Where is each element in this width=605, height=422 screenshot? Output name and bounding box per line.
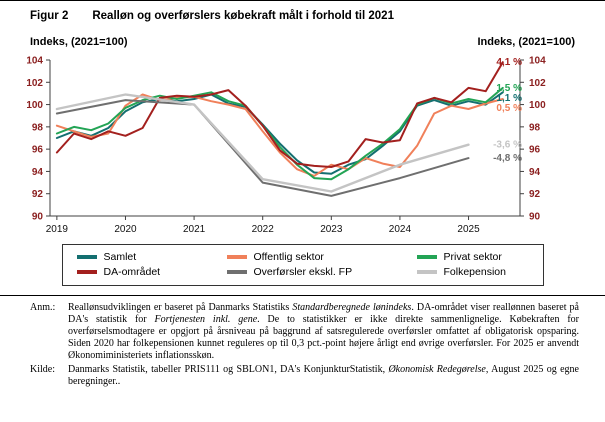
y-tick-label-left: 90 — [32, 212, 44, 223]
y-tick-label-right: 104 — [529, 56, 546, 67]
legend-label: Folkepension — [443, 266, 506, 278]
y-tick-label-left: 96 — [32, 145, 44, 156]
right-axis-title: Indeks, (2021=100) — [477, 36, 575, 48]
legend-label: DA-området — [103, 266, 161, 278]
y-tick-label-left: 94 — [32, 167, 44, 178]
legend-item-da-omr-det: DA-området — [76, 266, 227, 278]
note-kilde: Kilde: Danmarks Statistik, tabeller PRIS… — [30, 364, 579, 388]
anm-label: Anm.: — [30, 302, 56, 313]
figure-title: Figur 2 Realløn og overførslers købekraft… — [0, 1, 605, 22]
y-tick-label-right: 96 — [529, 145, 541, 156]
x-tick-label: 2024 — [389, 224, 412, 235]
x-tick-label: 2019 — [46, 224, 69, 235]
note-italic-segment: Standardberegnede lønindeks — [292, 302, 412, 313]
y-tick-label-left: 104 — [26, 56, 43, 67]
divider-line — [0, 295, 605, 296]
legend-item-overf-rsler-ekskl-fp: Overførsler ekskl. FP — [226, 266, 417, 278]
x-tick-label: 2023 — [320, 224, 343, 235]
legend-item-offentlig-sektor: Offentlig sektor — [226, 251, 417, 263]
legend-marker — [416, 270, 437, 274]
legend-marker — [226, 255, 247, 259]
notes-section: Anm.: Reallønsudviklingen er baseret på … — [0, 302, 605, 388]
legend-label: Offentlig sektor — [253, 251, 324, 263]
y-tick-label-right: 92 — [529, 189, 541, 200]
legend-label: Overførsler ekskl. FP — [253, 266, 353, 278]
legend-label: Privat sektor — [443, 251, 502, 263]
legend-label: Samlet — [103, 251, 137, 263]
y-tick-label-left: 102 — [26, 78, 43, 89]
series-line-offentlig-sektor — [55, 93, 504, 177]
note-segment: . DA-området viser reallønnen baseret på… — [68, 302, 579, 325]
y-tick-label-right: 100 — [529, 100, 546, 111]
y-tick-label-right: 94 — [529, 167, 541, 178]
anm-text: Reallønsudviklingen er baseret på Danmar… — [68, 302, 579, 362]
legend-item-samlet: Samlet — [76, 251, 227, 263]
y-tick-label-left: 92 — [32, 189, 44, 200]
note-anm: Anm.: Reallønsudviklingen er baseret på … — [30, 302, 579, 362]
legend-marker — [226, 270, 247, 274]
end-label-da-omr-det: 4,1 % — [496, 57, 522, 68]
legend-marker — [416, 255, 437, 259]
y-tick-label-right: 98 — [529, 122, 541, 133]
series-line-samlet — [55, 91, 504, 175]
note-segment: Danmarks Statistik, tabeller PRIS111 og … — [68, 364, 389, 375]
axis-headers: Indeks, (2021=100) Indeks, (2021=100) — [0, 22, 605, 48]
note-italic-segment: Fortjenesten inkl. gene — [154, 314, 258, 325]
x-tick-label: 2025 — [457, 224, 480, 235]
chart-legend: Samlet Offentlig sektor Privat sektor DA-om… — [61, 244, 544, 286]
end-label-folkepension: -3,6 % — [493, 140, 522, 151]
x-tick-label: 2022 — [252, 224, 275, 235]
figure-number: Figur 2 — [30, 10, 69, 22]
end-label-privat-sektor: 1,5 % — [496, 83, 522, 94]
x-tick-label: 2021 — [183, 224, 206, 235]
end-label-offentlig-sektor: 0,5 % — [496, 103, 522, 114]
y-tick-label-left: 98 — [32, 122, 44, 133]
end-label-samlet: 1,1 % — [496, 93, 522, 104]
legend-marker — [76, 255, 97, 259]
note-segment: . De to statistikker er ikke direkte sam… — [68, 314, 579, 361]
note-segment: , August 2025 og egne beregninger.. — [68, 364, 579, 387]
legend-marker — [76, 270, 97, 274]
left-axis-title: Indeks, (2021=100) — [30, 36, 128, 48]
figure-caption: Realløn og overførslers købekraft målt i… — [92, 10, 394, 22]
note-segment: Reallønsudviklingen er baseret på Danmar… — [68, 302, 293, 313]
series-line-da-omr-det — [55, 61, 504, 168]
legend-item-privat-sektor: Privat sektor — [416, 251, 533, 263]
y-tick-label-right: 102 — [529, 78, 546, 89]
y-tick-label-right: 90 — [529, 212, 541, 223]
x-tick-label: 2020 — [114, 224, 137, 235]
legend-item-folkepension: Folkepension — [416, 266, 533, 278]
end-label-overf-rsler-ekskl-fp: -4,8 % — [493, 153, 522, 164]
purchasing-power-line-chart: 90 90 92 92 94 94 96 96 98 98 100 100 102 102 104 104 20… — [26, 56, 546, 236]
kilde-text: Danmarks Statistik, tabeller PRIS111 og … — [68, 364, 579, 388]
series-line-folkepension — [55, 93, 470, 193]
note-italic-segment: Økonomisk Redegørelse — [388, 364, 486, 375]
y-tick-label-left: 100 — [26, 100, 43, 111]
series-line-overf-rsler-ekskl-fp — [55, 99, 470, 197]
kilde-label: Kilde: — [30, 364, 55, 375]
